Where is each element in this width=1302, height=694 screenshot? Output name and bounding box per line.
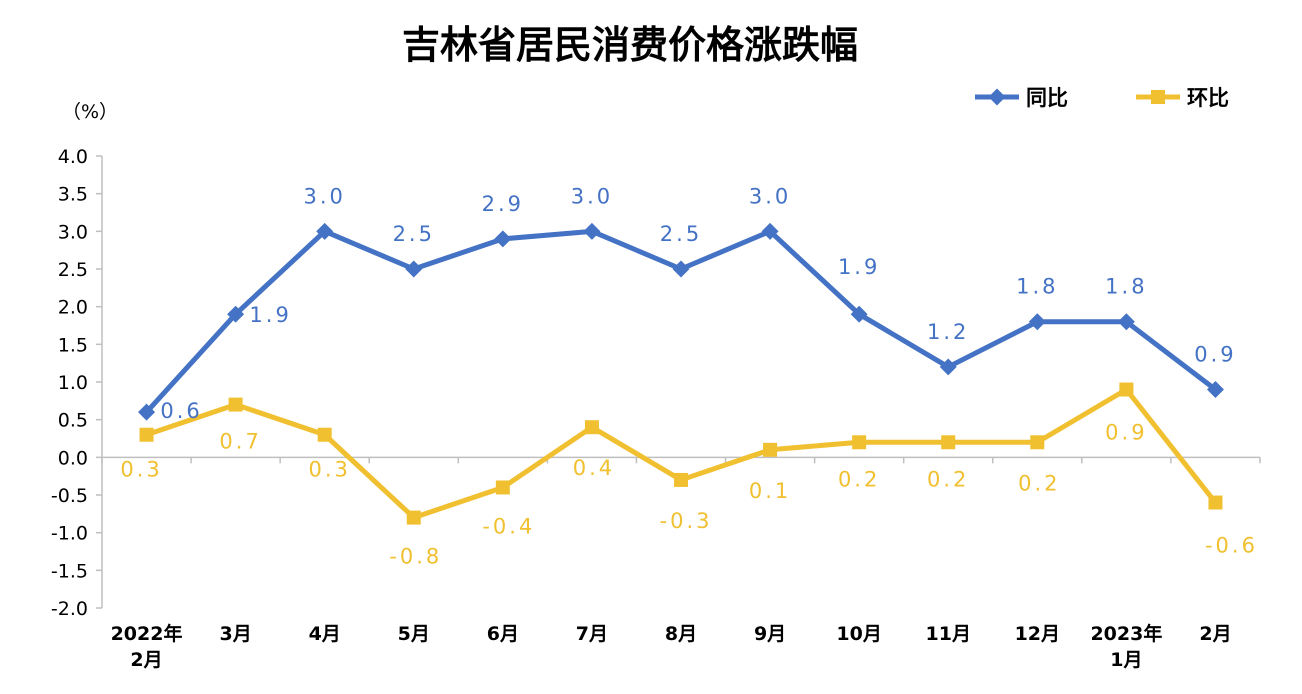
y-tick-label: 0.0 <box>58 447 88 469</box>
data-label-yoy: 2.5 <box>393 222 435 246</box>
data-point-mom <box>941 435 956 450</box>
data-label-mom: 0.4 <box>573 456 615 480</box>
data-point-mom <box>1208 495 1223 510</box>
data-label-yoy: 1.8 <box>1016 275 1058 299</box>
x-tick-label: 9月 <box>754 623 786 645</box>
x-tick-label: 11月 <box>926 623 971 645</box>
data-point-yoy <box>850 305 868 323</box>
legend-item-yoy: 同比 <box>975 86 1068 110</box>
legend: 同比 环比 <box>975 86 1229 110</box>
data-label-yoy: 1.2 <box>927 320 969 344</box>
data-label-yoy: 0.6 <box>160 399 202 423</box>
legend-marker-yoy <box>988 88 1006 106</box>
x-tick-label: 3月 <box>219 623 251 645</box>
x-tick-label: 2022年 <box>111 622 183 645</box>
data-point-mom <box>1119 382 1134 397</box>
x-tick-label: 5月 <box>398 623 430 645</box>
data-point-yoy <box>939 358 957 376</box>
y-tick-label: 4.0 <box>58 146 88 168</box>
data-point-yoy <box>494 230 512 248</box>
series-line-mom <box>145 387 1218 521</box>
data-point-mom <box>495 480 510 495</box>
x-tick-label: 12月 <box>1015 623 1060 645</box>
chart-title: 吉林省居民消费价格涨跌幅 <box>402 22 858 67</box>
x-tick-label: 2月 <box>1199 623 1231 645</box>
data-label-yoy: 2.9 <box>482 192 524 216</box>
legend-label-yoy: 同比 <box>1026 86 1068 110</box>
data-point-mom <box>1030 435 1045 450</box>
x-tick-label: 1月 <box>1110 649 1142 671</box>
x-tick-label: 4月 <box>309 623 341 645</box>
y-unit-label: （%） <box>62 101 118 123</box>
series-line-yoy <box>144 228 1217 414</box>
data-point-yoy <box>672 260 690 278</box>
data-label-yoy: 1.9 <box>249 303 291 327</box>
y-tick-label: 1.0 <box>58 372 88 394</box>
data-point-yoy <box>405 260 423 278</box>
data-point-yoy <box>1028 313 1046 331</box>
data-point-mom <box>852 435 867 450</box>
data-label-yoy: 3.0 <box>571 184 613 208</box>
data-label-mom: -0.3 <box>660 509 713 533</box>
data-label-yoy: 1.8 <box>1105 275 1147 299</box>
x-tick-label: 6月 <box>487 623 519 645</box>
legend-item-mom: 环比 <box>1136 86 1229 110</box>
axes: 4.0 3.5 3.0 2.5 2.0 1.5 1.0 0.5 0.0 -0.5 -1.0 -1.5 -… <box>51 146 1261 671</box>
legend-marker-mom <box>1151 90 1165 104</box>
y-tick-label: -2.0 <box>51 598 88 620</box>
data-label-mom: -0.6 <box>1205 534 1258 558</box>
data-point-yoy <box>761 222 779 240</box>
y-tick-label: 3.5 <box>58 184 88 206</box>
data-label-mom: -0.4 <box>482 514 535 538</box>
x-tick-label: 2023年 <box>1090 622 1162 645</box>
data-label-yoy: 1.9 <box>838 255 880 279</box>
data-label-yoy: 2.5 <box>660 222 702 246</box>
data-point-mom <box>674 472 688 487</box>
data-label-mom: 0.7 <box>219 430 261 454</box>
data-label-mom: 0.1 <box>749 479 791 503</box>
data-point-yoy <box>227 305 245 323</box>
data-point-mom <box>584 420 599 435</box>
x-tick-label: 8月 <box>665 623 697 645</box>
data-label-mom: 0.2 <box>927 467 969 491</box>
x-tick-label: 2月 <box>130 649 162 671</box>
data-point-yoy <box>138 403 156 421</box>
x-tick-label: 7月 <box>576 623 608 645</box>
data-label-mom: 0.9 <box>1105 421 1147 445</box>
y-tick-label: -1.0 <box>51 523 88 545</box>
legend-label-mom: 环比 <box>1187 86 1229 110</box>
data-labels: 0.6 1.9 3.0 2.5 2.9 3.0 2.5 3.0 1.9 1.2 1.8 1.8 0.9 0… <box>120 184 1258 569</box>
data-label-mom: 0.3 <box>308 458 350 482</box>
data-label-mom: 0.3 <box>120 458 162 482</box>
x-tick-label: 10月 <box>836 623 881 645</box>
data-point-yoy <box>316 222 334 240</box>
y-tick-label: 3.0 <box>58 221 88 243</box>
y-tick-label: -1.5 <box>51 560 88 582</box>
data-point-mom <box>317 427 332 442</box>
data-point-mom <box>139 427 154 442</box>
y-tick-label: 2.0 <box>58 297 88 319</box>
data-label-yoy: 3.0 <box>303 184 345 208</box>
data-point-yoy <box>583 222 601 240</box>
y-tick-label: 0.5 <box>58 410 88 432</box>
data-point-mom <box>763 442 778 457</box>
data-point-mom <box>228 397 243 412</box>
y-tick-label: 2.5 <box>58 259 88 281</box>
data-label-yoy: 0.9 <box>1194 343 1236 367</box>
data-point-mom <box>406 510 421 525</box>
data-label-mom: 0.2 <box>838 467 880 491</box>
data-label-mom: 0.2 <box>1018 471 1060 495</box>
data-label-mom: -0.8 <box>389 545 442 569</box>
data-label-yoy: 3.0 <box>749 184 791 208</box>
y-tick-label: -0.5 <box>51 485 88 507</box>
y-tick-label: 1.5 <box>58 334 88 356</box>
series-layer <box>138 222 1224 525</box>
